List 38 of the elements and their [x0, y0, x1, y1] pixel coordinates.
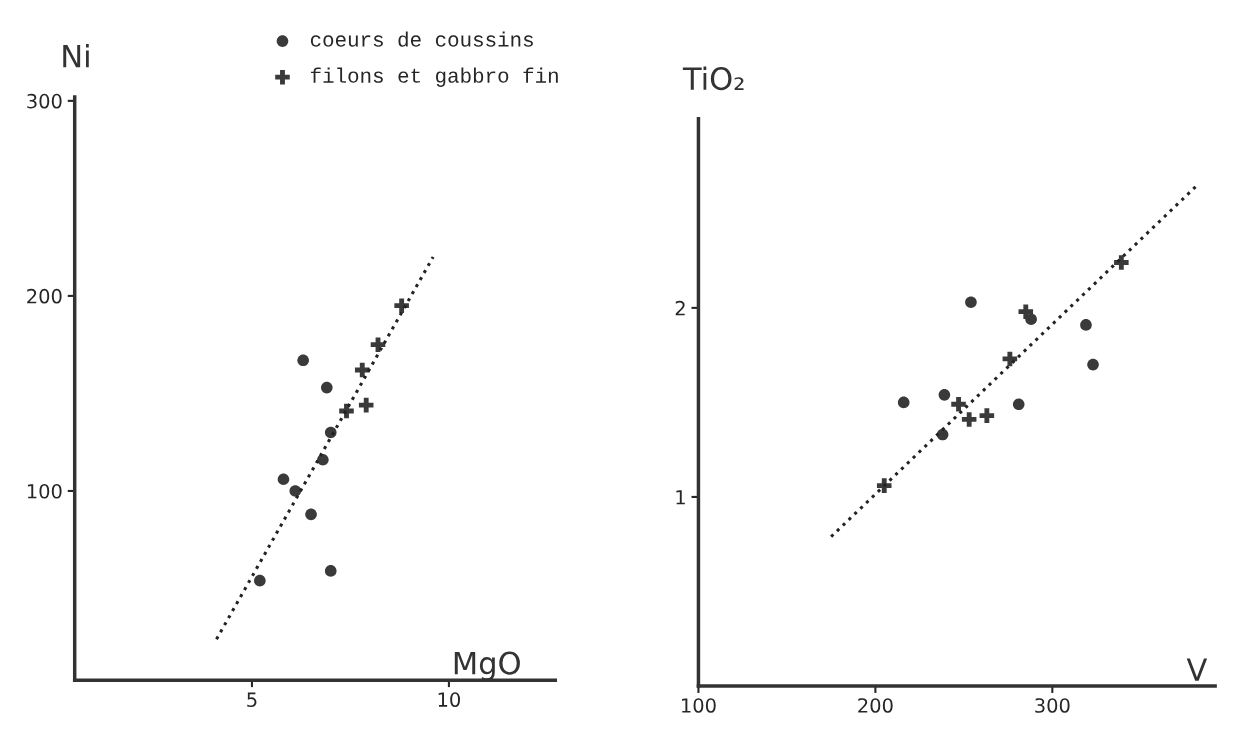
point	[1018, 304, 1034, 319]
point	[951, 397, 966, 412]
y-tick-label: 200	[27, 288, 62, 304]
x-axis-title: V	[1186, 658, 1208, 681]
point	[961, 412, 977, 427]
y-tick-label: 1	[676, 490, 685, 505]
y-tick-label: 100	[27, 483, 62, 499]
point	[320, 381, 333, 394]
point	[394, 298, 409, 313]
point	[277, 473, 290, 486]
point	[1080, 319, 1092, 331]
x-tick-label: 300	[1035, 698, 1070, 713]
x-tick-label: 10	[438, 692, 460, 708]
point	[370, 337, 386, 352]
point	[897, 396, 910, 409]
point	[965, 296, 977, 309]
legend-label: coeurs de coussins	[310, 31, 533, 47]
point	[1012, 398, 1025, 411]
point	[254, 574, 266, 587]
point	[297, 354, 309, 367]
y-axis-title: TiO₂	[682, 66, 744, 91]
x-tick-label: 5	[247, 692, 257, 708]
point	[1002, 351, 1018, 367]
point	[1114, 255, 1129, 270]
point	[979, 408, 995, 423]
y-axis-title: Ni	[63, 44, 89, 68]
y-tick-label: 300	[27, 93, 62, 109]
legend-label: filons et gabbro fin	[310, 67, 558, 87]
x-tick-label: 200	[858, 698, 893, 713]
point	[938, 389, 951, 401]
point	[876, 478, 892, 493]
point	[289, 485, 302, 497]
point	[1087, 358, 1099, 371]
point	[305, 508, 317, 521]
x-axis-title: MgO	[454, 651, 520, 681]
y-tick-label: 2	[675, 300, 685, 316]
point	[358, 397, 374, 413]
point	[324, 565, 337, 577]
